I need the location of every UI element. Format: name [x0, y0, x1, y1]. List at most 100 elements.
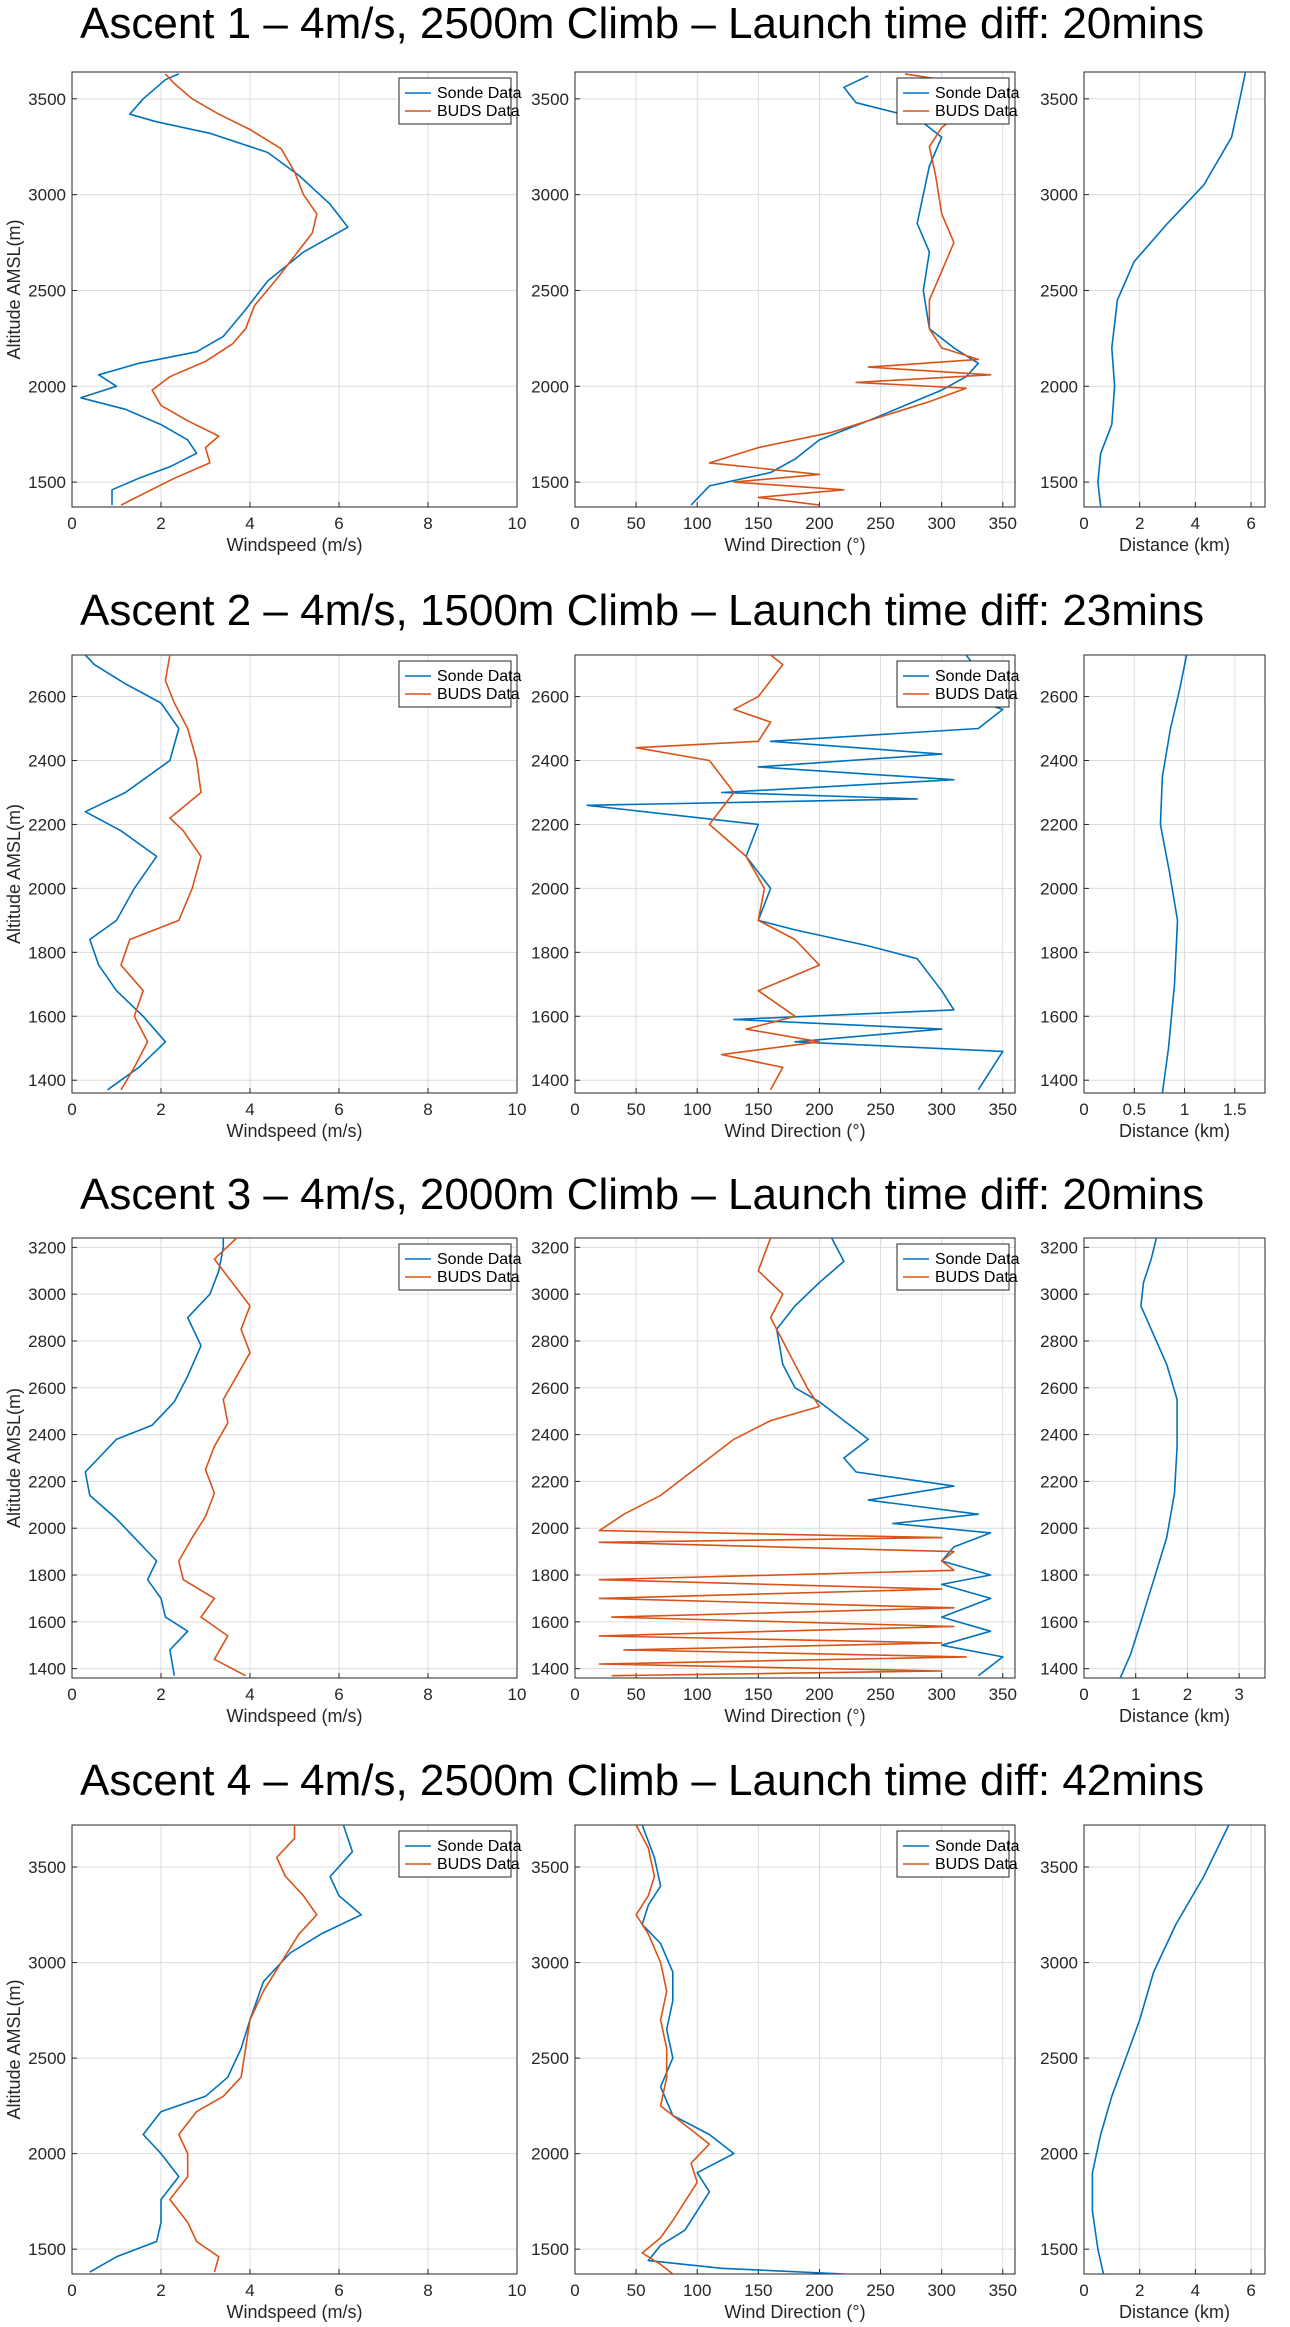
- y-tick-label: 2200: [531, 815, 569, 834]
- series-line-sonde: [775, 1238, 1004, 1677]
- y-tick-label: 2600: [1040, 688, 1078, 707]
- y-tick-label: 2800: [1040, 1332, 1078, 1351]
- x-tick-label: 250: [866, 1685, 894, 1704]
- legend-entry: BUDS Data: [437, 103, 520, 120]
- panel-windspeed: 0 2 4 6 8 10 1500 2000 2500 3000 3500 Windspeed (m/…: [4, 71, 527, 555]
- x-tick-label: 4: [245, 1100, 254, 1119]
- series-line-sonde: [690, 75, 980, 506]
- y-tick-label: 2000: [531, 1519, 569, 1538]
- x-tick-label: 2: [1135, 514, 1144, 533]
- y-tick-label: 1400: [28, 1660, 66, 1679]
- x-tick-label: 100: [683, 2281, 711, 2300]
- y-tick-label: 3500: [531, 90, 569, 109]
- legend-entry: Sonde Data: [935, 668, 1020, 685]
- x-tick-label: 2: [1183, 1685, 1192, 1704]
- y-axis-label: Altitude AMSL(m): [4, 1388, 24, 1528]
- x-axis-label: Distance (km): [1119, 1121, 1230, 1141]
- y-tick-label: 3200: [531, 1238, 569, 1257]
- y-tick-label: 2000: [1040, 879, 1078, 898]
- legend-box: [398, 1243, 512, 1291]
- panel-distance: 0 2 4 6 1500 2000 2500 3000 3500 Distance (km): [1040, 71, 1266, 555]
- series-line-sonde: [89, 1825, 363, 2273]
- ascent-1-group: Ascent 1 – 4m/s, 2500m Climb – Launch ti…: [4, 0, 1266, 555]
- axes-box: [71, 1824, 518, 2275]
- series-line-sonde: [80, 73, 349, 506]
- series-line-buds: [708, 73, 992, 506]
- legend-box: [398, 77, 512, 125]
- axes-box: [71, 654, 518, 1094]
- y-tick-label: 1500: [531, 473, 569, 492]
- y-tick-label: 2000: [28, 1519, 66, 1538]
- x-axis-label: Windspeed (m/s): [226, 1121, 362, 1141]
- x-tick-label: 2: [156, 1100, 165, 1119]
- x-tick-label: 8: [423, 514, 432, 533]
- y-tick-label: 1500: [28, 2240, 66, 2259]
- x-tick-label: 150: [744, 1685, 772, 1704]
- y-tick-label: 2400: [28, 1426, 66, 1445]
- x-tick-label: 200: [805, 514, 833, 533]
- panel-wind-direction: 0 50 100 150 200 250 300 350 1500 2000 2500 3000 350…: [531, 1824, 1020, 2322]
- x-tick-label: 300: [927, 1685, 955, 1704]
- y-tick-label: 2200: [531, 1472, 569, 1491]
- x-tick-label: 4: [1191, 2281, 1200, 2300]
- x-tick-label: 100: [683, 1685, 711, 1704]
- x-tick-label: 200: [805, 1685, 833, 1704]
- x-tick-label: 4: [1191, 514, 1200, 533]
- x-tick-label: 10: [508, 514, 527, 533]
- x-tick-label: 250: [866, 1100, 894, 1119]
- y-tick-label: 1800: [28, 1566, 66, 1585]
- legend-entry: BUDS Data: [935, 1269, 1018, 1286]
- x-tick-label: 300: [927, 514, 955, 533]
- axes-box: [1083, 1824, 1266, 2275]
- x-tick-label: 0: [570, 1100, 579, 1119]
- y-tick-label: 2000: [28, 879, 66, 898]
- panel-windspeed: 0 2 4 6 8 10 1500 2000 2500 3000 3500 Windspeed (m/…: [4, 1824, 526, 2322]
- y-tick-label: 3000: [28, 186, 66, 205]
- x-tick-label: 0: [67, 2281, 76, 2300]
- x-axis-label: Wind Direction (°): [724, 1706, 865, 1726]
- y-tick-label: 1800: [28, 943, 66, 962]
- axes-box: [1083, 71, 1266, 508]
- series-line-buds: [120, 655, 202, 1091]
- x-tick-label: 150: [744, 2281, 772, 2300]
- x-tick-label: 6: [1246, 2281, 1255, 2300]
- x-tick-label: 350: [989, 2281, 1017, 2300]
- y-tick-label: 3000: [1040, 186, 1078, 205]
- y-tick-label: 1600: [1040, 1613, 1078, 1632]
- x-tick-label: 1: [1180, 1100, 1189, 1119]
- legend-entry: Sonde Data: [935, 85, 1020, 102]
- axes-box: [71, 71, 518, 508]
- x-tick-label: 2: [156, 514, 165, 533]
- x-tick-label: 0: [1079, 1685, 1088, 1704]
- y-tick-label: 2600: [28, 688, 66, 707]
- y-tick-label: 1400: [1040, 1660, 1078, 1679]
- legend-entry: Sonde Data: [437, 668, 522, 685]
- x-tick-label: 6: [334, 1100, 343, 1119]
- series-line-sonde: [1097, 72, 1247, 507]
- y-tick-label: 2200: [28, 815, 66, 834]
- x-tick-label: 0: [570, 2281, 579, 2300]
- y-tick-label: 3000: [1040, 1954, 1078, 1973]
- ascent-title: Ascent 1 – 4m/s, 2500m Climb – Launch ti…: [80, 0, 1204, 48]
- ascent-2-group: Ascent 2 – 4m/s, 1500m Climb – Launch ti…: [4, 586, 1266, 1141]
- y-tick-label: 2000: [28, 377, 66, 396]
- x-tick-label: 0: [1079, 514, 1088, 533]
- x-tick-label: 10: [508, 1100, 527, 1119]
- y-tick-label: 2500: [28, 2049, 66, 2068]
- axes-box: [574, 71, 1016, 508]
- x-axis-label: Windspeed (m/s): [226, 2302, 362, 2322]
- y-tick-label: 1500: [531, 2240, 569, 2259]
- x-tick-label: 0: [67, 1100, 76, 1119]
- x-tick-label: 0: [570, 514, 579, 533]
- x-tick-label: 6: [1246, 514, 1255, 533]
- axes-box: [574, 1824, 1016, 2275]
- y-tick-label: 2000: [531, 879, 569, 898]
- y-tick-label: 1600: [28, 1007, 66, 1026]
- x-tick-label: 4: [245, 2281, 254, 2300]
